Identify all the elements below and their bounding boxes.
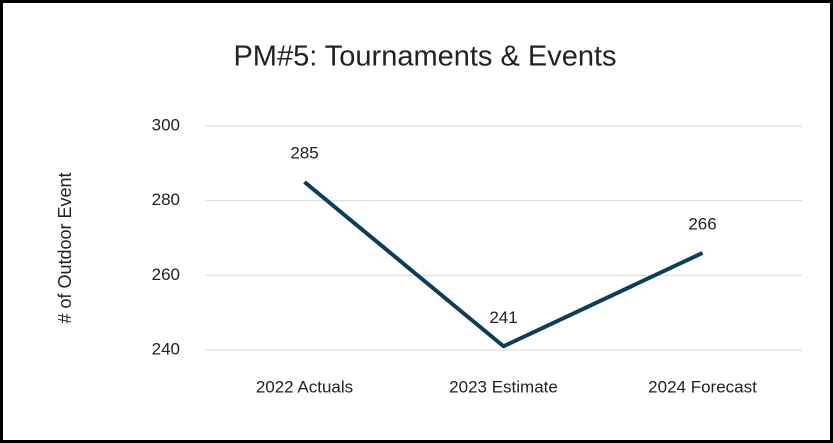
x-tick-label: 2023 Estimate: [449, 377, 558, 396]
line-series: [303, 180, 704, 349]
data-label: 266: [688, 214, 716, 233]
x-tick-label: 2024 Forecast: [648, 377, 757, 396]
y-tick-label: 280: [152, 190, 180, 209]
y-axis-label: # of Outdoor Event: [55, 172, 75, 323]
chart-title: PM#5: Tournaments & Events: [233, 41, 616, 73]
x-tick-label: 2022 Actuals: [256, 377, 353, 396]
y-tick-label: 240: [152, 339, 180, 358]
data-label: 241: [489, 308, 517, 327]
data-label: 285: [290, 143, 318, 162]
y-tick-label: 260: [152, 265, 180, 284]
y-tick-label: 300: [152, 115, 180, 134]
